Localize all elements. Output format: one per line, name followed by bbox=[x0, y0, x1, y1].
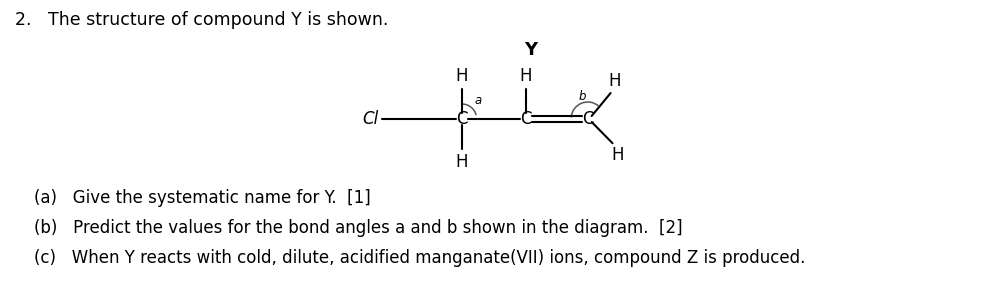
Text: H: H bbox=[611, 146, 624, 164]
Text: (b)   Predict the values for the bond angles a and b shown in the diagram.  [2]: (b) Predict the values for the bond angl… bbox=[34, 219, 683, 237]
Text: b: b bbox=[579, 90, 587, 103]
Text: H: H bbox=[608, 72, 621, 90]
Text: a: a bbox=[475, 94, 482, 107]
Text: (a)   Give the systematic name for Y.  [1]: (a) Give the systematic name for Y. [1] bbox=[34, 189, 371, 207]
Text: (c)   When Y reacts with cold, dilute, acidified manganate(VII) ions, compound Z: (c) When Y reacts with cold, dilute, aci… bbox=[34, 249, 805, 267]
Text: C: C bbox=[520, 110, 531, 128]
Text: H: H bbox=[456, 67, 468, 85]
Text: C: C bbox=[582, 110, 594, 128]
Text: Y: Y bbox=[524, 41, 537, 59]
Text: H: H bbox=[456, 153, 468, 171]
Text: Cl: Cl bbox=[362, 110, 378, 128]
Text: H: H bbox=[519, 67, 532, 85]
Text: 2.   The structure of compound Y is shown.: 2. The structure of compound Y is shown. bbox=[15, 11, 388, 29]
Text: C: C bbox=[457, 110, 468, 128]
